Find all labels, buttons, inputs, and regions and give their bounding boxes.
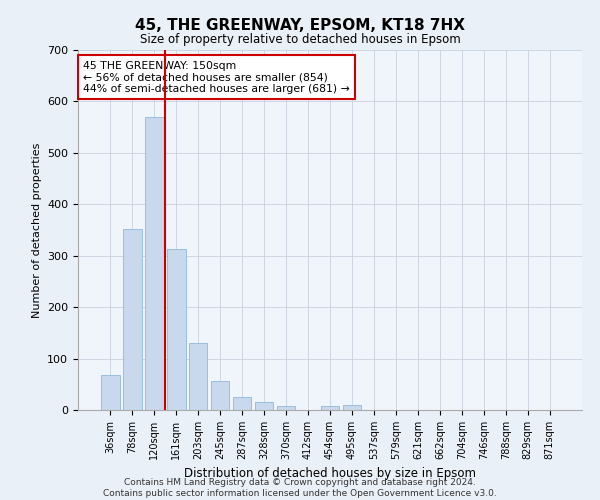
Bar (189, 343, 208, 410)
X-axis label: Distribution of detached houses by size in Epsom: Distribution of detached houses by size … (184, 468, 476, 480)
Bar (233, 397, 251, 410)
Bar (101, 375, 119, 410)
Bar (255, 402, 274, 410)
Text: Size of property relative to detached houses in Epsom: Size of property relative to detached ho… (140, 32, 460, 46)
Text: 45, THE GREENWAY, EPSOM, KT18 7HX: 45, THE GREENWAY, EPSOM, KT18 7HX (135, 18, 465, 32)
Bar (123, 229, 142, 410)
Text: Contains HM Land Registry data © Crown copyright and database right 2024.
Contai: Contains HM Land Registry data © Crown c… (103, 478, 497, 498)
Bar (145, 117, 164, 410)
Bar (167, 249, 185, 410)
Y-axis label: Number of detached properties: Number of detached properties (32, 142, 41, 318)
Bar (343, 405, 361, 410)
Bar (277, 406, 295, 410)
Bar (320, 406, 340, 410)
Text: 45 THE GREENWAY: 150sqm
← 56% of detached houses are smaller (854)
44% of semi-d: 45 THE GREENWAY: 150sqm ← 56% of detache… (83, 61, 350, 94)
Bar (211, 380, 229, 410)
